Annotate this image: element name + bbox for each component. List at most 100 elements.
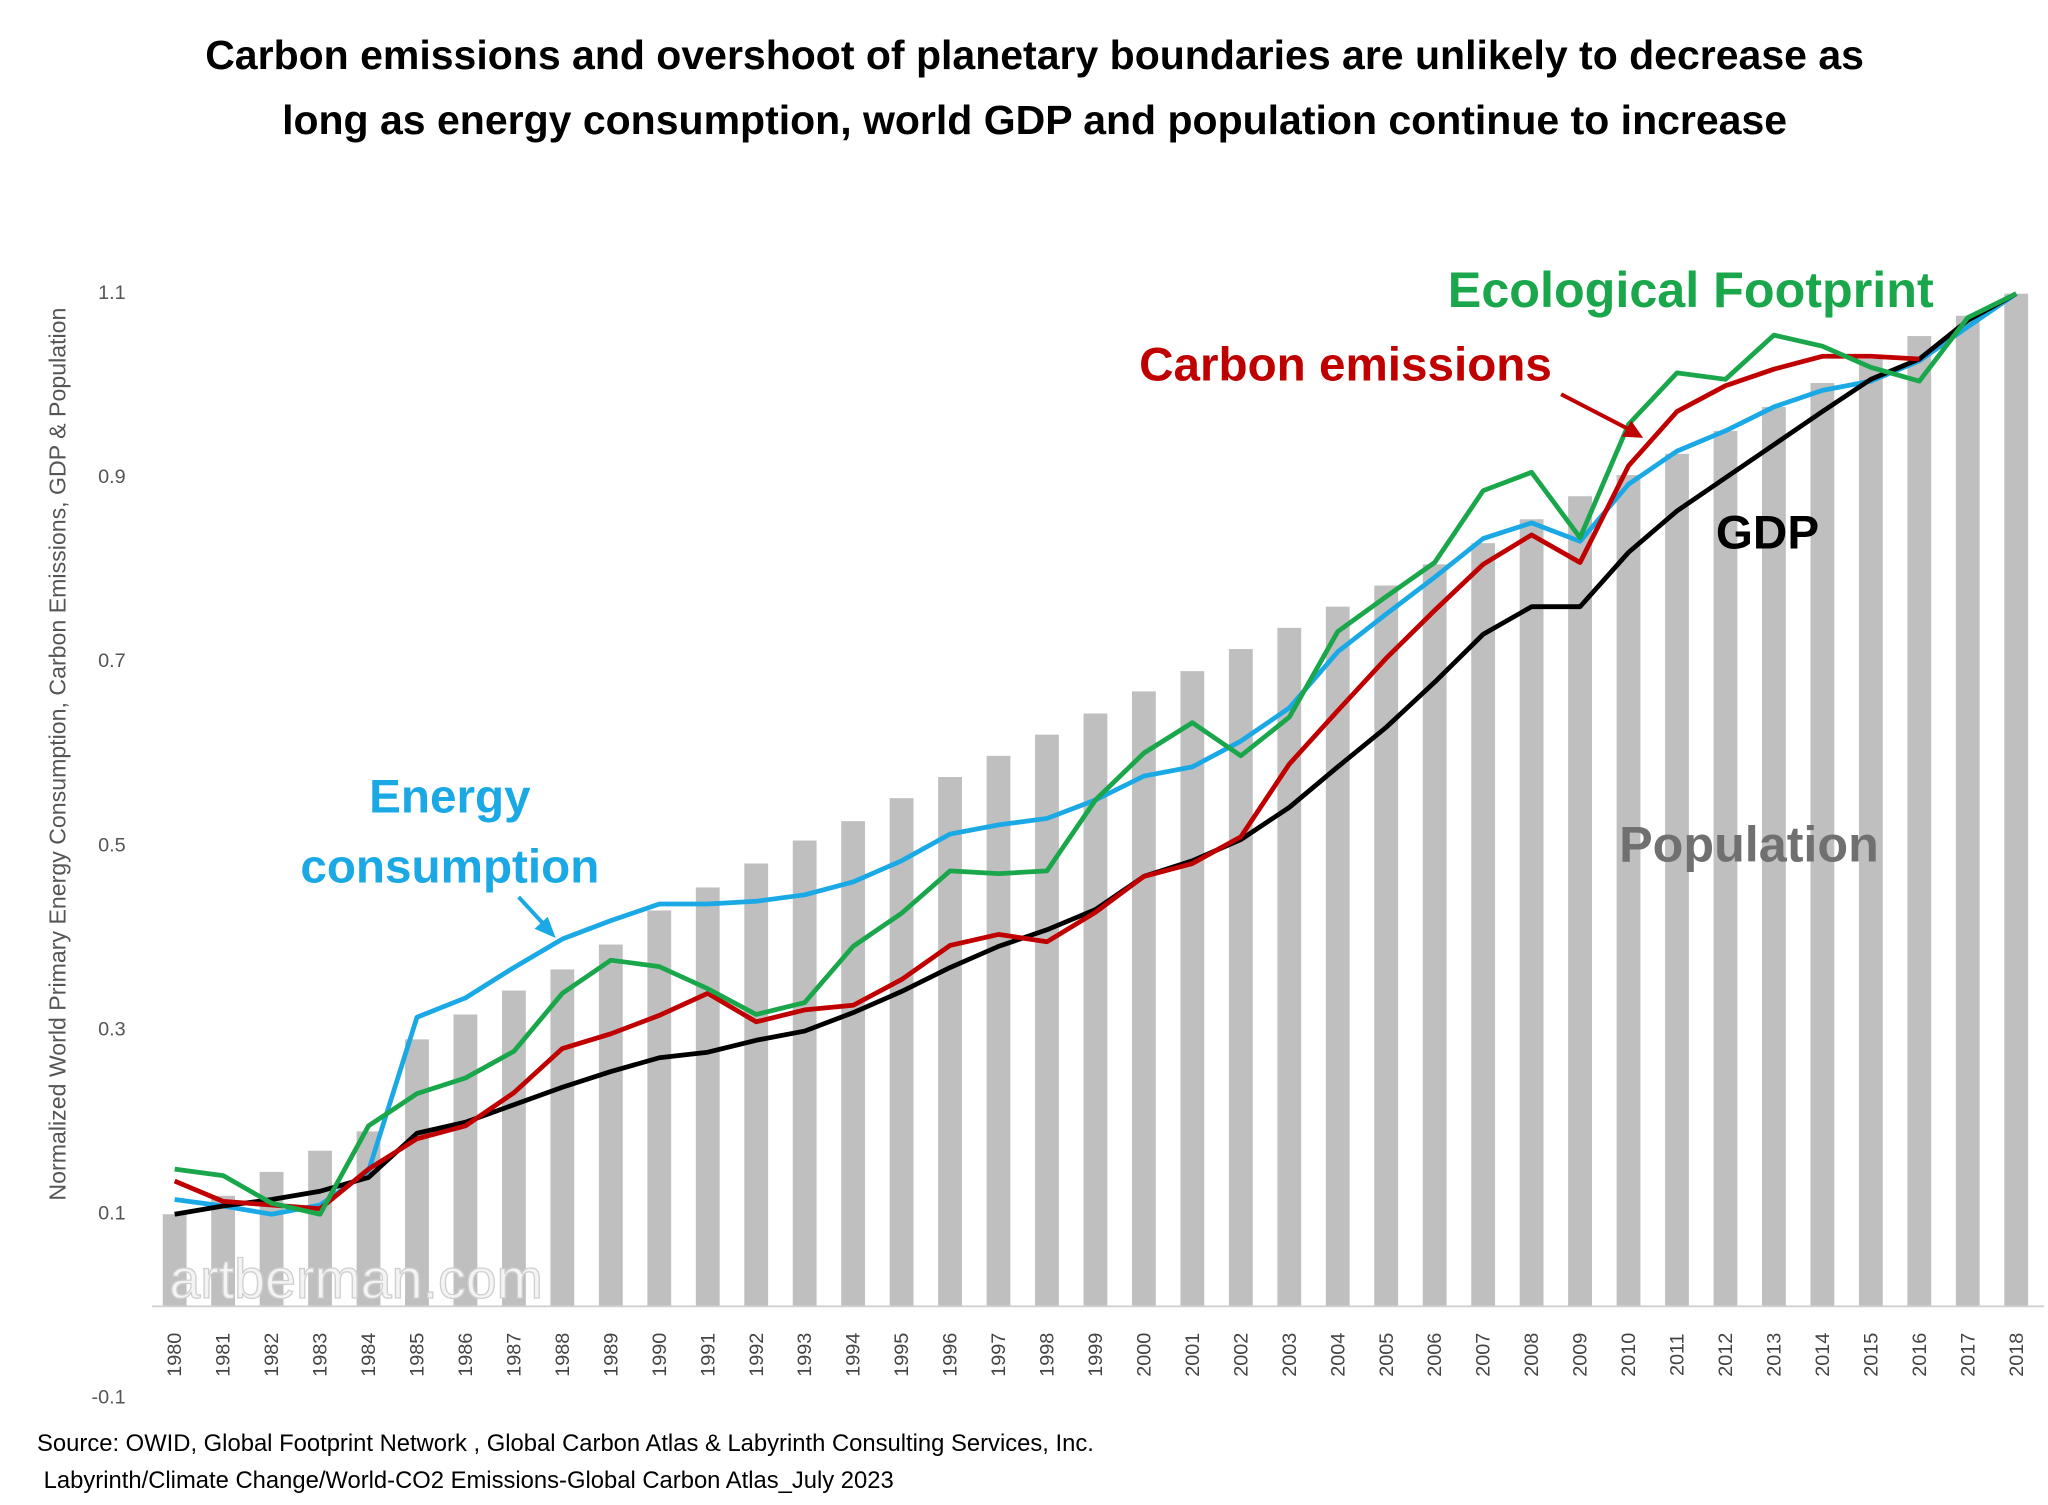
arrow-head	[534, 916, 556, 938]
bar	[1762, 406, 1786, 1307]
x-tick-label: 1984	[358, 1333, 380, 1377]
x-tick-label: 1980	[164, 1333, 186, 1377]
arrow	[1560, 392, 1639, 436]
bar	[1810, 382, 1835, 1307]
x-tick-label: 2010	[1618, 1333, 1640, 1377]
bar	[1616, 475, 1641, 1307]
bar	[1519, 519, 1544, 1307]
x-tick-label: 1991	[697, 1333, 719, 1377]
x-tick-label: 2000	[1133, 1333, 1155, 1377]
x-tick-label: 1997	[988, 1333, 1010, 1377]
x-tick-label: 1994	[843, 1333, 865, 1377]
bar	[501, 990, 526, 1307]
bar	[1568, 496, 1592, 1307]
bar	[1035, 734, 1059, 1307]
source: Labyrinth/Climate Change/World-CO2 Emiss…	[44, 1467, 894, 1494]
y-tick-label: -0.1	[92, 1387, 126, 1409]
bar	[695, 887, 720, 1307]
bar	[1277, 627, 1302, 1307]
x-tick-label: 1988	[552, 1333, 574, 1377]
x-tick-label: 2009	[1570, 1333, 1592, 1377]
title-line: Carbon emissions and overshoot of planet…	[205, 32, 1864, 78]
bar	[1665, 453, 1689, 1307]
bar	[1955, 315, 1980, 1307]
x-tick-label: 2016	[1909, 1333, 1931, 1377]
bar	[889, 798, 914, 1307]
x-tick-label: 2018	[2006, 1333, 2028, 1377]
bar	[744, 863, 769, 1307]
bar	[1325, 606, 1350, 1307]
x-tick-label: 1998	[1037, 1333, 1059, 1377]
bar	[598, 944, 623, 1307]
x-tick-label: 2012	[1715, 1333, 1737, 1377]
series-label: Energy consumption	[300, 768, 600, 893]
series-label: GDP	[1716, 506, 1819, 559]
bar	[2004, 293, 2029, 1307]
bar	[162, 1214, 187, 1307]
arrow-head	[1621, 420, 1644, 438]
title-line: long as energy consumption, world GDP an…	[282, 97, 1787, 143]
bar	[986, 755, 1011, 1307]
series-label: Population	[1619, 815, 1879, 872]
bar	[938, 776, 962, 1307]
x-tick-label: 1982	[261, 1333, 283, 1377]
x-tick-label: 2007	[1473, 1333, 1495, 1377]
bar	[1907, 336, 1932, 1307]
bar	[1713, 430, 1738, 1307]
bar	[1228, 649, 1253, 1307]
bar	[550, 969, 575, 1307]
bar	[1471, 543, 1496, 1307]
bar	[647, 910, 672, 1307]
y-tick-label: 0.7	[98, 650, 126, 672]
bar	[1083, 713, 1108, 1307]
chart-title: Carbon emissions and overshoot of planet…	[205, 32, 1864, 143]
y-axis-label: Normalized World Primary Energy Consumpt…	[45, 308, 71, 1201]
x-tick-label: 2015	[1860, 1333, 1882, 1377]
x-tick-label: 2002	[1230, 1333, 1252, 1377]
y-tick-label: 0.3	[98, 1018, 126, 1040]
x-tick-label: 2008	[1521, 1333, 1543, 1377]
y-tick-label: 1.1	[98, 282, 126, 304]
bar	[1858, 359, 1883, 1307]
x-tick-label: 1995	[891, 1333, 913, 1377]
series-label: Carbon emissions	[1139, 338, 1552, 391]
y-tick-label: 0.1	[98, 1202, 126, 1224]
plot-area: -0.1 0.1 0.3 0.5 0.7 0.9 1.1 1980 1981 1982 1983 19…	[92, 282, 2045, 1409]
watermark: artberman.com	[169, 1248, 543, 1310]
bar	[211, 1195, 236, 1307]
bar	[1180, 671, 1205, 1307]
x-tick-label: 1986	[455, 1333, 477, 1377]
x-tick-label: 1993	[794, 1333, 816, 1377]
x-tick-label: 1999	[1085, 1333, 1107, 1377]
x-tick-label: 1987	[503, 1333, 525, 1377]
bar	[1422, 564, 1447, 1307]
bar	[1374, 585, 1399, 1307]
x-tick-label: 2013	[1763, 1333, 1785, 1377]
x-tick-label: 2001	[1182, 1333, 1204, 1377]
x-tick-label: 2011	[1667, 1333, 1689, 1376]
x-tick-label: 1983	[310, 1333, 332, 1377]
line	[174, 291, 2018, 1217]
bar	[792, 840, 817, 1307]
line	[173, 353, 1920, 1212]
series-label-box: Energy consumption	[300, 768, 600, 893]
x-tick-label: 2005	[1376, 1333, 1398, 1377]
x-tick-label: 2003	[1279, 1333, 1301, 1377]
bar	[1131, 691, 1156, 1307]
x-tick-label: 2006	[1424, 1333, 1446, 1377]
x-tick-label: 1992	[746, 1333, 768, 1377]
x-tick-label: 1996	[940, 1333, 962, 1377]
x-tick-label: 2014	[1812, 1333, 1834, 1377]
x-tick-label: 1985	[407, 1333, 429, 1377]
x-tick-label: 1981	[213, 1333, 235, 1377]
x-tick-label: 2017	[1957, 1333, 1979, 1377]
series-label: Ecological Footprint	[1448, 261, 1934, 318]
x-tick-label: 2004	[1327, 1333, 1349, 1377]
y-tick-label: 0.9	[98, 466, 126, 488]
x-tick-label: 1989	[600, 1333, 622, 1377]
bar	[405, 1039, 429, 1307]
y-tick-label: 0.5	[98, 834, 126, 856]
x-tick-label: 1990	[649, 1333, 671, 1377]
